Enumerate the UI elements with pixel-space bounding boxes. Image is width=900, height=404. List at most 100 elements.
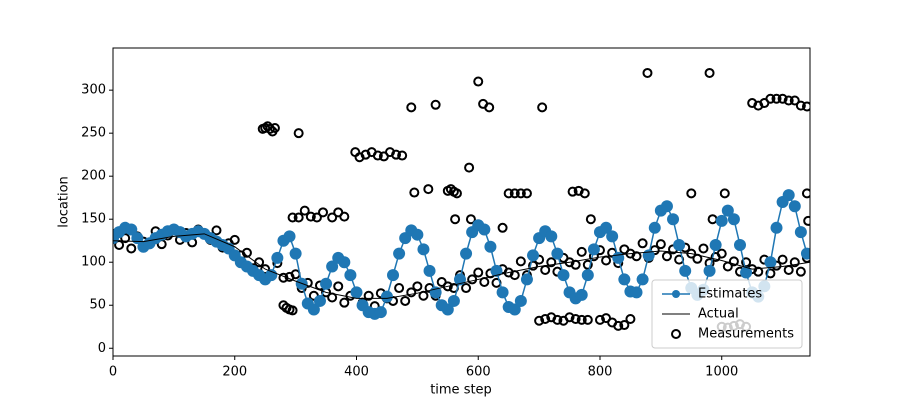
- measurement-marker: [567, 186, 578, 197]
- estimate-marker: [709, 239, 722, 252]
- measurement-marker: [269, 123, 280, 134]
- measurement-marker: [716, 248, 727, 259]
- y-tick-label: 100: [81, 255, 106, 270]
- measurement-marker: [741, 257, 752, 268]
- measurement-marker: [409, 187, 420, 198]
- estimate-marker: [800, 247, 810, 260]
- estimate-marker: [733, 239, 746, 252]
- measurement-marker: [801, 101, 810, 112]
- measurement-marker: [686, 188, 697, 199]
- measurement-marker: [552, 314, 563, 325]
- measurement-marker: [771, 93, 782, 104]
- measurement-marker: [585, 214, 596, 225]
- measurement-marker: [497, 222, 508, 233]
- estimate-marker: [283, 230, 296, 243]
- estimate-marker: [612, 251, 625, 264]
- estimate-marker: [514, 294, 527, 307]
- measurement-marker: [442, 281, 453, 292]
- measurement-marker: [265, 123, 276, 134]
- estimate-marker: [484, 240, 497, 253]
- estimate-marker: [788, 200, 801, 213]
- x-tick-label: 200: [222, 365, 247, 380]
- estimate-marker: [441, 303, 454, 316]
- x-tick-label: 400: [344, 365, 369, 380]
- measurement-marker: [613, 320, 624, 331]
- measurement-marker: [521, 188, 532, 199]
- measurement-marker: [363, 290, 374, 301]
- series-line: [113, 233, 810, 299]
- measurement-marker: [406, 102, 417, 113]
- measurement-marker: [126, 243, 137, 254]
- measurement-marker: [484, 102, 495, 113]
- estimate-marker: [648, 221, 661, 234]
- measurement-marker: [537, 102, 548, 113]
- estimate-marker: [782, 189, 795, 202]
- x-tick-label: 1000: [705, 365, 738, 380]
- x-tick-label: 800: [588, 365, 613, 380]
- estimate-marker: [496, 286, 509, 299]
- measurement-marker: [576, 314, 587, 325]
- estimate-marker: [289, 247, 302, 260]
- estimate-marker: [344, 269, 357, 282]
- x-axis-label: time step: [430, 383, 492, 398]
- measurement-marker: [576, 246, 587, 257]
- measurement-marker: [601, 255, 612, 266]
- estimate-marker: [478, 223, 491, 236]
- measurement-marker: [753, 266, 764, 277]
- measurement-marker: [503, 188, 514, 199]
- axes-frame: [112, 47, 811, 357]
- measurement-marker: [564, 312, 575, 323]
- estimate-marker: [581, 269, 594, 282]
- estimate-marker: [380, 290, 393, 303]
- estimate-marker: [338, 256, 351, 269]
- measurement-marker: [287, 212, 298, 223]
- measurement-marker: [540, 264, 551, 275]
- measurement-marker: [795, 266, 806, 277]
- estimate-marker: [679, 264, 692, 277]
- measurement-marker: [327, 292, 338, 303]
- estimate-marker: [727, 213, 740, 226]
- estimate-marker: [313, 294, 326, 307]
- estimate-marker: [557, 269, 570, 282]
- measurement-marker: [287, 305, 298, 316]
- measurement-marker: [765, 93, 776, 104]
- estimate-marker: [740, 266, 753, 279]
- measurement-marker: [120, 233, 131, 244]
- measurement-marker: [423, 184, 434, 195]
- measurement-marker: [655, 239, 666, 250]
- estimate-marker: [387, 269, 400, 282]
- measurement-marker: [406, 287, 417, 298]
- measurement-marker: [637, 238, 648, 249]
- measurement-marker: [642, 67, 653, 78]
- y-tick-label: 250: [81, 126, 106, 141]
- measurement-marker: [397, 150, 408, 161]
- measurement-marker: [803, 215, 810, 226]
- measurement-marker: [464, 162, 475, 173]
- legend-label: Estimates: [698, 287, 762, 302]
- estimate-marker: [417, 243, 430, 256]
- measurement-marker: [229, 234, 240, 245]
- measurement-marker: [704, 67, 715, 78]
- measurement-marker: [327, 212, 338, 223]
- estimate-marker: [326, 260, 339, 273]
- measurement-marker: [515, 188, 526, 199]
- measurement-marker: [777, 254, 788, 265]
- legend-marker: [672, 290, 680, 298]
- measurement-marker: [582, 259, 593, 270]
- measurement-marker: [515, 256, 526, 267]
- x-tick-label: 600: [466, 365, 491, 380]
- estimate-marker: [490, 264, 503, 277]
- estimate-marker: [630, 286, 643, 299]
- measurement-marker: [582, 314, 593, 325]
- measurement-marker: [461, 283, 472, 294]
- measurement-marker: [260, 264, 271, 275]
- estimate-marker: [703, 264, 716, 277]
- measurement-marker: [594, 314, 605, 325]
- measurement-marker: [540, 314, 551, 325]
- measurement-marker: [765, 268, 776, 279]
- measurement-marker: [789, 257, 800, 268]
- measurement-marker: [719, 188, 730, 199]
- y-tick-label: 300: [81, 83, 106, 98]
